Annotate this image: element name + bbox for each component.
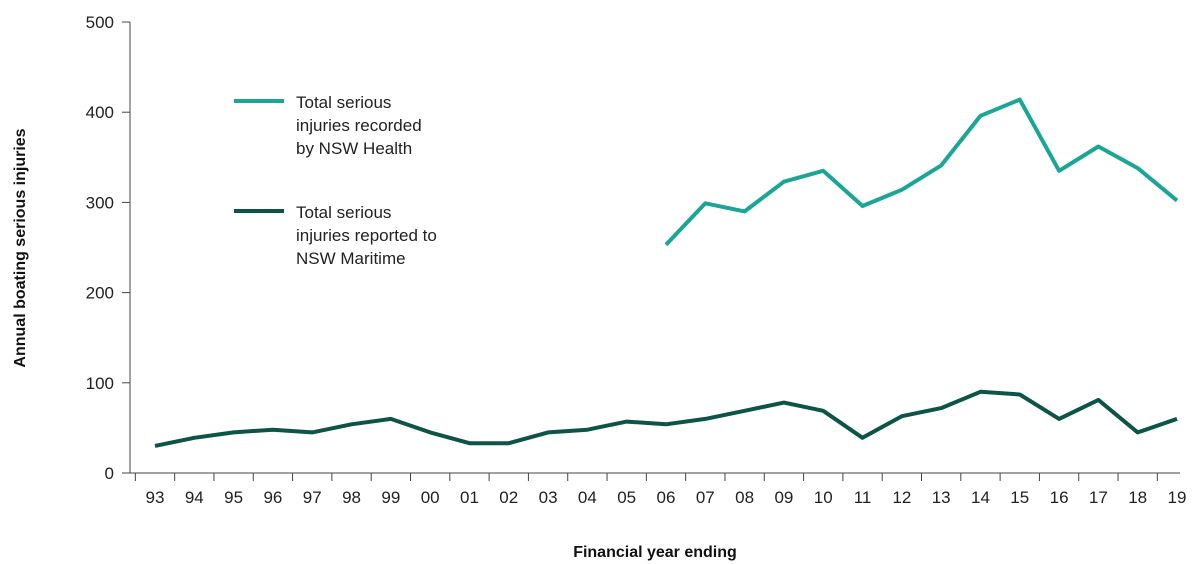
x-tick-label: 99: [381, 488, 400, 507]
x-tick-label: 05: [617, 488, 636, 507]
x-tick-label: 16: [1050, 488, 1069, 507]
series-line-2: [154, 389, 1178, 448]
y-tick-label: 100: [86, 374, 114, 393]
x-tick-label: 02: [499, 488, 518, 507]
y-tick-label: 400: [86, 103, 114, 122]
x-tick-label: 13: [932, 488, 951, 507]
x-tick-label: 19: [1168, 488, 1187, 507]
x-tick-label: 14: [971, 488, 990, 507]
series-line-1: [664, 97, 1179, 247]
y-axis-title: Annual boating serious injuries: [12, 128, 29, 367]
x-tick-label: 11: [854, 488, 872, 507]
x-tick-label: 01: [460, 488, 479, 507]
x-tick-label: 15: [1010, 488, 1029, 507]
series-layer: [154, 97, 1179, 448]
x-tick-label: 00: [421, 488, 440, 507]
x-tick-label: 97: [303, 488, 322, 507]
y-tick-label: 300: [86, 193, 114, 212]
x-axis-title: Financial year ending: [573, 544, 737, 561]
x-tick-label: 17: [1089, 488, 1108, 507]
x-tick-label: 09: [774, 488, 793, 507]
x-tick-label: 07: [696, 488, 715, 507]
legend-label-1: Total serious injuries recorded by NSW Hea…: [296, 93, 422, 158]
y-tick-label: 200: [86, 284, 114, 303]
x-tick-label: 06: [657, 488, 676, 507]
x-tick-label: 12: [892, 488, 911, 507]
legend: Total serious injuries recorded by NSW Hea…: [234, 93, 437, 268]
x-tick-label: 08: [735, 488, 754, 507]
x-axis: 93 94 95 96 97 98 99 00 01 02 03 04 05 06 07 08 09 10 11 12…: [130, 472, 1187, 507]
x-tick-label: 10: [814, 488, 833, 507]
y-tick-label: 0: [105, 464, 114, 483]
y-axis: 0 100 200 300 400 500: [86, 13, 131, 483]
x-tick-label: 98: [342, 488, 361, 507]
x-tick-label: 04: [578, 488, 597, 507]
x-tick-label: 03: [539, 488, 558, 507]
x-tick-label: 96: [263, 488, 282, 507]
x-tick-label: 18: [1128, 488, 1147, 507]
x-tick-label: 94: [185, 488, 204, 507]
x-tick-label: 93: [146, 488, 165, 507]
x-tick-label: 95: [224, 488, 243, 507]
y-tick-label: 500: [86, 13, 114, 32]
legend-label-2: Total serious injuries reported to NSW Mar…: [296, 203, 437, 268]
